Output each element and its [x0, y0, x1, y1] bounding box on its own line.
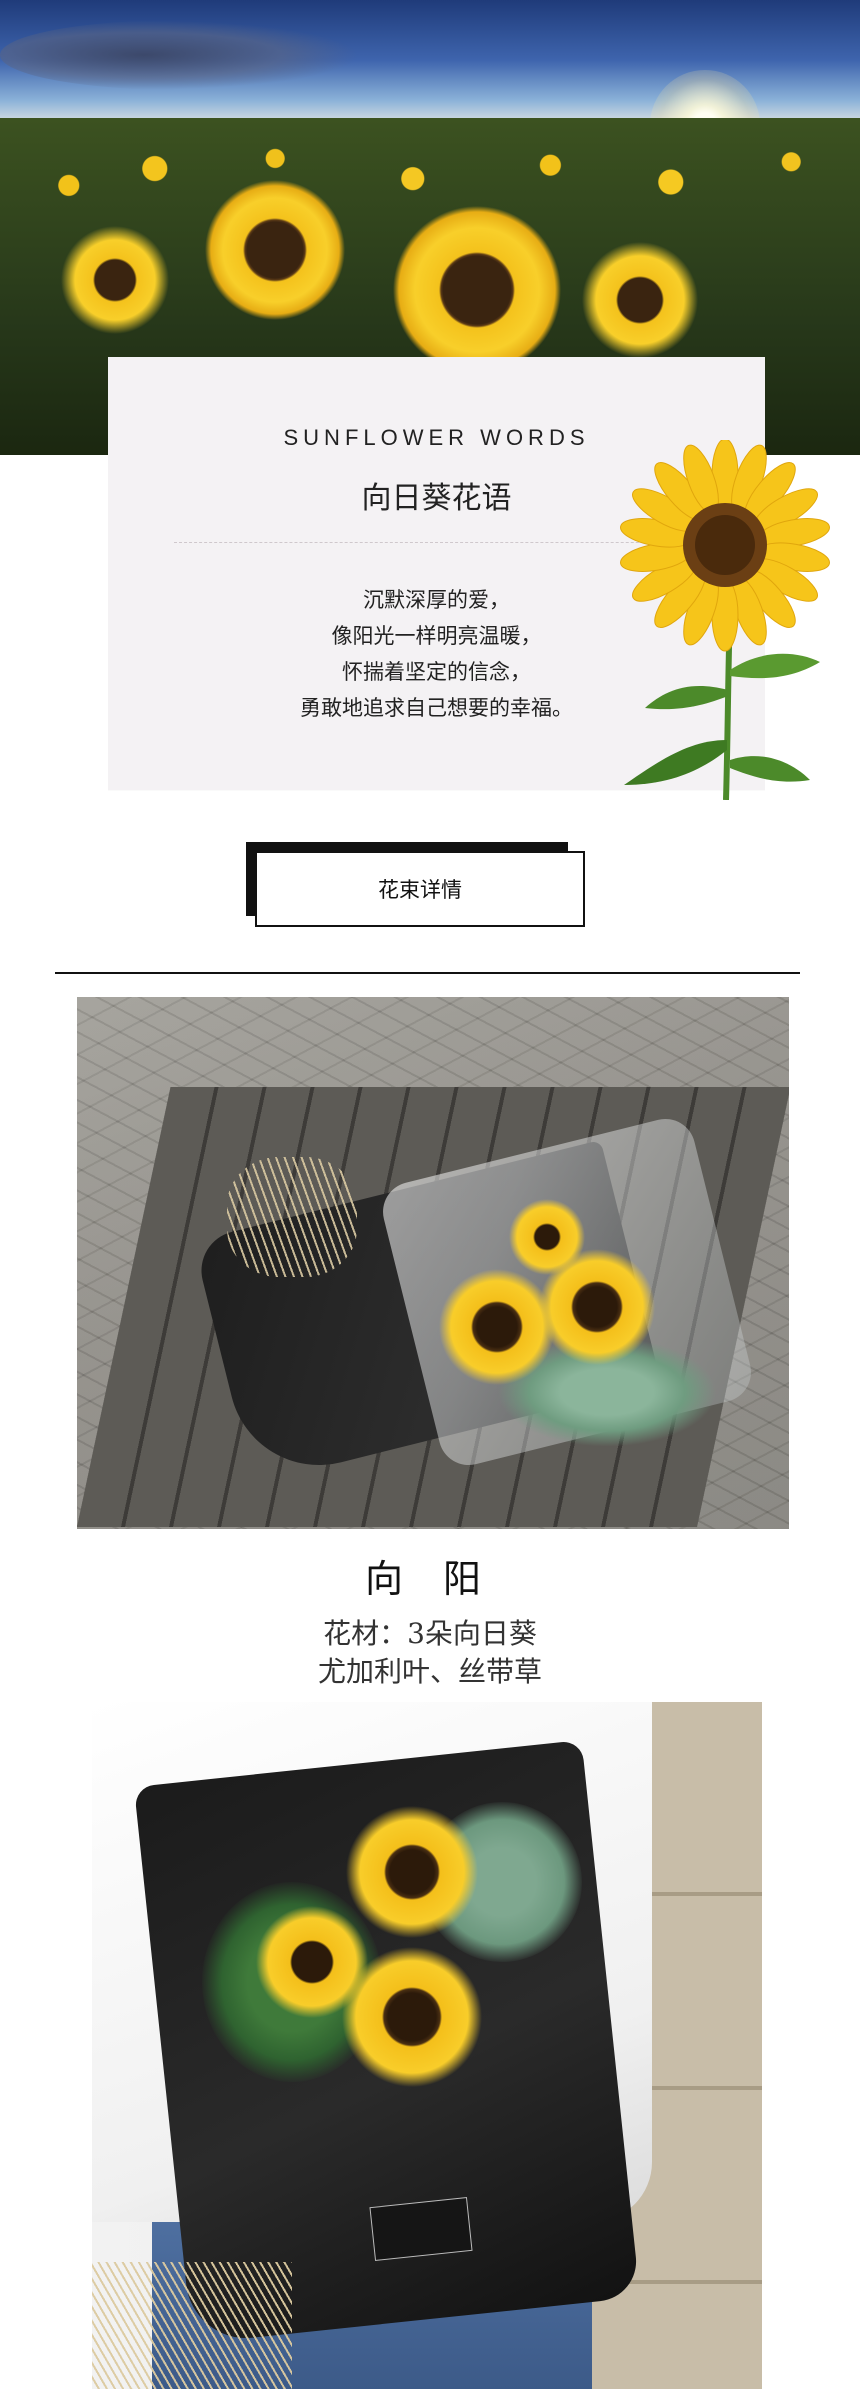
dashed-divider	[174, 542, 699, 543]
sunflower-head	[342, 1802, 482, 1942]
poem-line: 沉默深厚的爱，	[363, 588, 510, 612]
sunflower-icon	[620, 440, 830, 800]
card-english-title: SUNFLOWER WORDS	[283, 425, 590, 450]
section-tag-bouquet-details: 花束详情	[255, 851, 585, 927]
sunflower-head	[337, 1942, 487, 2092]
raffia-bow	[92, 2262, 292, 2389]
flower-language-poem: 沉默深厚的爱， 像阳光一样明亮温暖， 怀揣着坚定的信念， 勇敢地追求自己想要的幸…	[108, 582, 765, 726]
brand-label	[369, 2197, 473, 2261]
section-tag-label: 花束详情	[378, 878, 462, 902]
product-materials: 花材：3朵向日葵 尤加利叶、丝带草	[0, 1615, 860, 1691]
bouquet-photo-held	[92, 1702, 762, 2389]
product-name: 向 阳	[364, 1557, 496, 1601]
sunflower-head	[580, 240, 700, 360]
raffia-bow	[227, 1157, 357, 1277]
materials-line: 花材：3朵向日葵	[323, 1617, 537, 1650]
card-title: 向日葵花语	[361, 481, 512, 516]
sunflower-head	[537, 1247, 657, 1367]
bouquet-photo-bench	[77, 997, 789, 1529]
poem-line: 怀揣着坚定的信念，	[342, 660, 531, 684]
horizontal-rule	[55, 972, 800, 974]
sunflower-head	[60, 225, 170, 335]
cloud-shape	[0, 20, 360, 90]
sunflower-head	[205, 180, 345, 320]
poem-line: 勇敢地追求自己想要的幸福。	[300, 696, 573, 720]
poem-line: 像阳光一样明亮温暖，	[331, 624, 542, 648]
sunflower-head	[392, 205, 562, 375]
sunflower-head	[437, 1267, 557, 1387]
materials-line: 尤加利叶、丝带草	[317, 1655, 542, 1688]
